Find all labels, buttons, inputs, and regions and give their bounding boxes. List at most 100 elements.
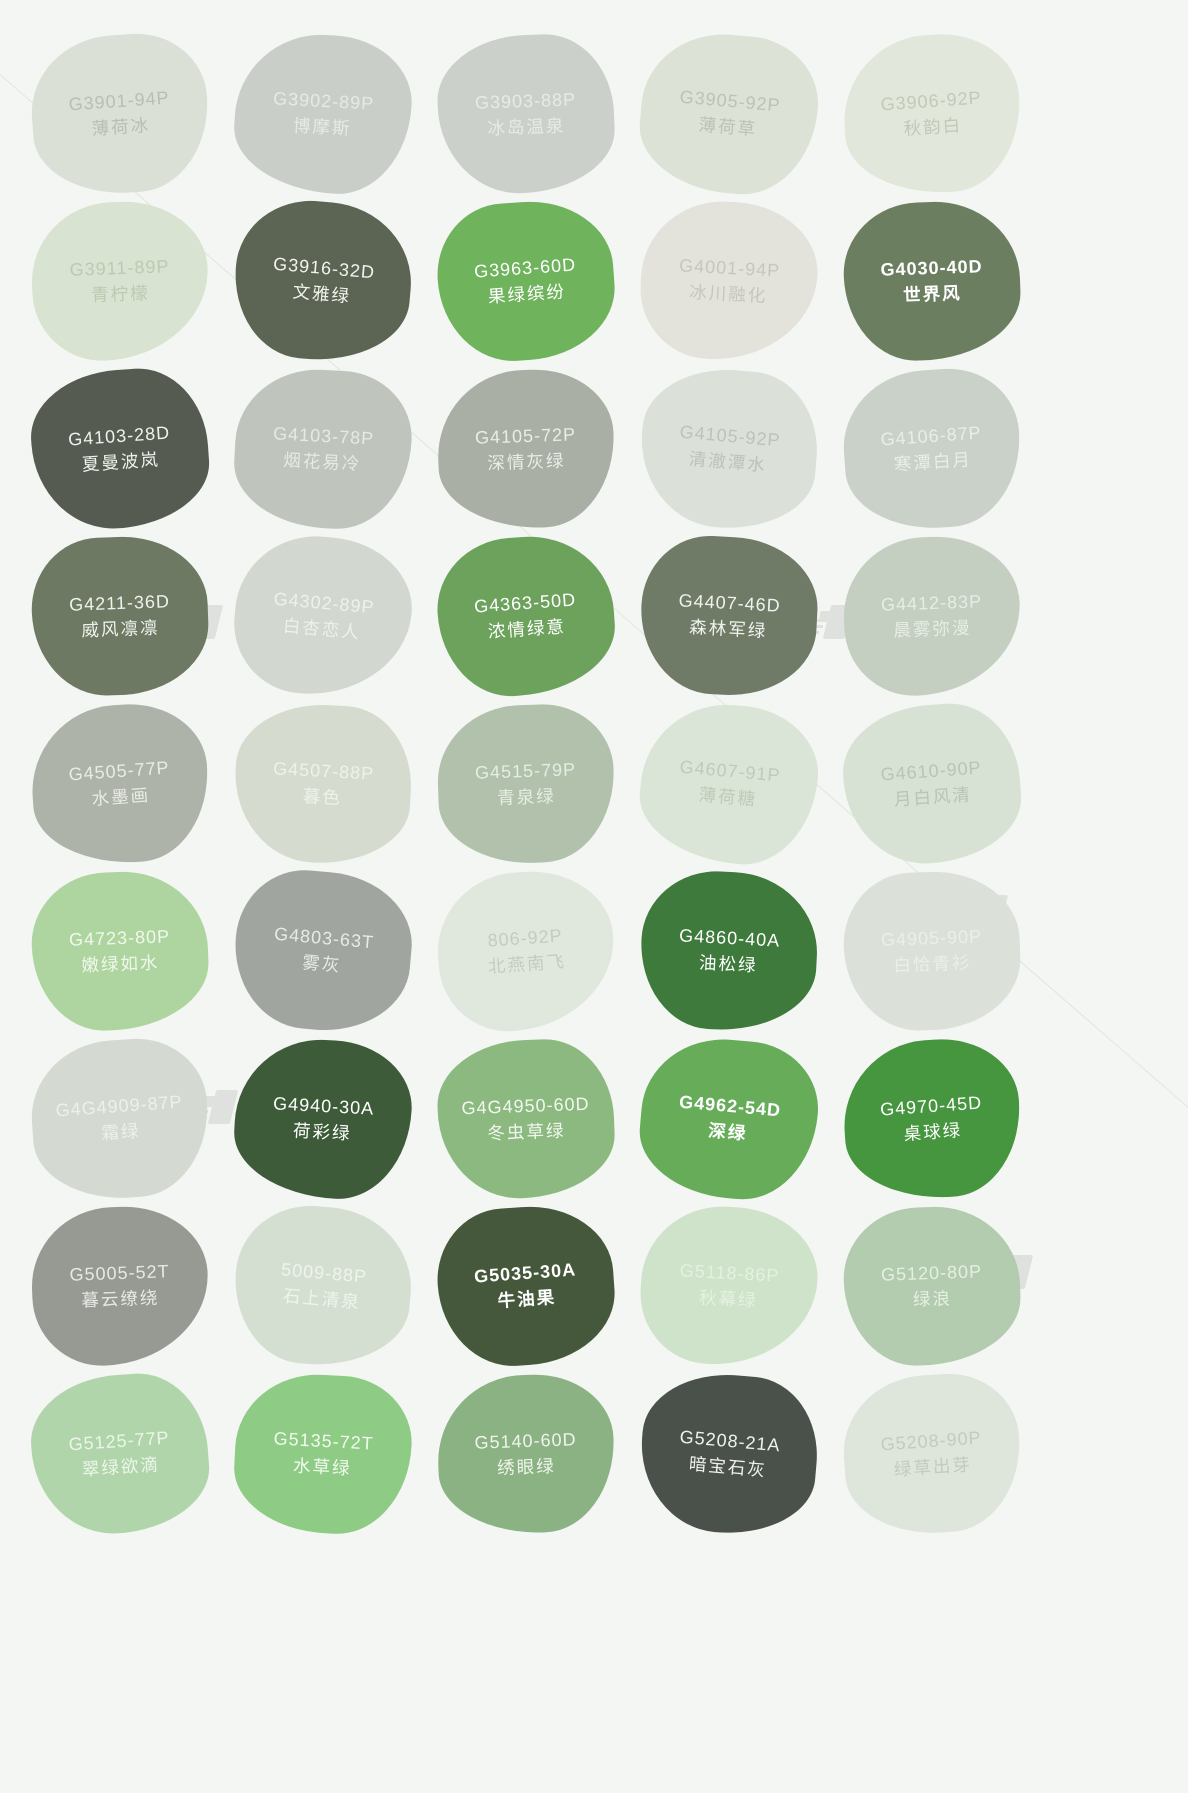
color-swatch[interactable]: G4962-54D 深绿 xyxy=(633,1032,824,1206)
color-swatch[interactable]: 806-92P 北燕南飞 xyxy=(432,866,619,1037)
swatch-cell: G5120-80P 绿浪 xyxy=(830,1203,1033,1371)
color-swatch[interactable]: G4363-50D 浓情绿意 xyxy=(432,531,619,702)
color-swatch[interactable]: G3963-60D 果绿缤纷 xyxy=(432,196,619,367)
color-swatch[interactable]: G4515-79P 青泉绿 xyxy=(434,701,617,866)
swatch-name: 暮色 xyxy=(301,785,342,808)
swatch-code: G3905-92P xyxy=(678,86,781,115)
color-swatch[interactable]: G4103-28D 夏曼波岚 xyxy=(26,363,213,534)
color-swatch[interactable]: G3916-32D 文雅绿 xyxy=(227,194,418,368)
swatch-cell: G4363-50D 浓情绿意 xyxy=(424,531,627,702)
color-swatch[interactable]: G5208-21A 暗宝石灰 xyxy=(633,1367,824,1541)
swatch-name: 晨雾弥漫 xyxy=(892,617,972,641)
color-swatch[interactable]: 5009-88P 石上清泉 xyxy=(227,1199,418,1373)
swatch-cell: G5208-90P 绿草出芽 xyxy=(830,1368,1033,1539)
swatch-name: 暮云缭绕 xyxy=(80,1287,160,1311)
swatch-code: G3906-92P xyxy=(879,87,982,115)
swatch-name: 青柠檬 xyxy=(90,282,150,306)
swatch-cell: G5135-72T 水草绿 xyxy=(221,1370,424,1538)
swatch-name: 果绿缤纷 xyxy=(486,281,566,307)
color-swatch[interactable]: G4103-78P 烟花易冷 xyxy=(230,365,415,533)
swatch-code: G5125-77P xyxy=(67,1427,170,1455)
swatch-cell: G4106-87P 寒潭白月 xyxy=(830,363,1033,534)
swatch-name: 烟花易冷 xyxy=(282,449,362,474)
color-swatch[interactable]: G4030-40D 世界风 xyxy=(840,199,1023,364)
color-swatch[interactable]: G3903-88P 冰岛温泉 xyxy=(434,31,617,196)
swatch-cell: G3905-92P 薄荷草 xyxy=(627,27,830,201)
color-swatch[interactable]: G4105-92P 清澈潭水 xyxy=(633,362,824,536)
color-swatch[interactable]: G4302-89P 白杏恋人 xyxy=(227,529,418,703)
color-swatch[interactable]: G4607-91P 薄荷糖 xyxy=(633,697,824,871)
color-swatch[interactable]: G3901-94P 薄荷冰 xyxy=(26,28,213,199)
swatch-name: 北燕南飞 xyxy=(486,951,566,977)
color-swatch[interactable]: G4723-80P 嫩绿如水 xyxy=(28,869,211,1034)
color-swatch[interactable]: G4860-40A 油松绿 xyxy=(636,867,821,1035)
color-swatch[interactable]: G4407-46D 森林军绿 xyxy=(636,532,821,700)
swatch-cell: G4103-78P 烟花易冷 xyxy=(221,365,424,533)
color-swatch[interactable]: G3906-92P 秋韵白 xyxy=(838,28,1025,199)
color-swatch[interactable]: G5208-90P 绿草出芽 xyxy=(838,1368,1025,1539)
color-swatch[interactable]: G5135-72T 水草绿 xyxy=(230,1370,415,1538)
swatch-name: 文雅绿 xyxy=(291,281,352,307)
swatch-code: G5135-72T xyxy=(272,1427,374,1454)
swatch-cell: G4G4909-87P 霜绿 xyxy=(18,1033,221,1204)
swatch-cell: G4515-79P 青泉绿 xyxy=(424,700,627,868)
swatch-name: 绿浪 xyxy=(912,1288,952,1310)
color-swatch[interactable]: G4505-77P 水墨画 xyxy=(26,698,213,869)
swatch-code: G4723-80P xyxy=(68,926,170,950)
swatch-cell: G5035-30A 牛油果 xyxy=(424,1201,627,1372)
color-swatch[interactable]: G4G4950-60D 冬虫草绿 xyxy=(434,1036,617,1201)
swatch-cell: 5009-88P 石上清泉 xyxy=(221,1199,424,1373)
swatch-name: 霜绿 xyxy=(100,1120,141,1143)
swatch-name: 荷彩绿 xyxy=(292,1119,352,1143)
color-swatch[interactable]: G4507-88P 暮色 xyxy=(230,700,415,868)
swatch-code: G5208-90P xyxy=(879,1427,982,1455)
swatch-code: G5035-30A xyxy=(472,1259,577,1287)
swatch-cell: G4105-92P 清澈潭水 xyxy=(627,362,830,536)
swatch-name: 冬虫草绿 xyxy=(486,1120,566,1143)
swatch-name: 深情灰绿 xyxy=(486,450,566,473)
color-swatch[interactable]: G3905-92P 薄荷草 xyxy=(633,27,824,201)
color-swatch[interactable]: G4610-90P 月白风清 xyxy=(838,698,1025,869)
color-swatch[interactable]: G4803-63T 雾灰 xyxy=(227,864,418,1038)
swatch-name: 桌球绿 xyxy=(902,1119,963,1144)
swatch-code: G4607-91P xyxy=(678,756,781,785)
color-swatch[interactable]: G5118-86P 秋幕绿 xyxy=(636,1202,821,1370)
swatch-code: G4412-83P xyxy=(880,591,982,615)
color-swatch[interactable]: G5005-52T 暮云缭绕 xyxy=(28,1204,211,1369)
swatch-cell: G4105-72P 深情灰绿 xyxy=(424,365,627,533)
swatch-code: G3963-60D xyxy=(472,254,577,282)
color-swatch[interactable]: G5120-80P 绿浪 xyxy=(840,1204,1023,1369)
color-swatch[interactable]: G4970-45D 桌球绿 xyxy=(838,1033,1025,1204)
swatch-code: G3903-88P xyxy=(474,88,576,113)
color-swatch[interactable]: G4412-83P 晨雾弥漫 xyxy=(840,534,1023,699)
color-swatch[interactable]: G4905-90P 白恰青衫 xyxy=(840,869,1023,1034)
swatch-name: 世界风 xyxy=(902,282,962,306)
swatch-name: 秋韵白 xyxy=(902,114,963,139)
swatch-name: 博摩斯 xyxy=(292,114,352,138)
color-swatch[interactable]: G4106-87P 寒潭白月 xyxy=(838,363,1025,534)
swatch-cell: G4607-91P 薄荷糖 xyxy=(627,697,830,871)
swatch-name: 深绿 xyxy=(707,1119,748,1144)
color-swatch[interactable]: G3911-89P 青柠檬 xyxy=(28,199,211,364)
color-swatch[interactable]: G4G4909-87P 霜绿 xyxy=(26,1033,213,1204)
swatch-code: G4407-46D xyxy=(677,590,781,616)
swatch-code: G4106-87P xyxy=(879,422,982,450)
swatch-name: 威风凛凛 xyxy=(80,617,160,641)
color-swatch[interactable]: G4211-36D 威风凛凛 xyxy=(28,534,211,699)
swatch-code: G4363-50D xyxy=(472,589,577,617)
swatch-cell: G4507-88P 暮色 xyxy=(221,700,424,868)
color-swatch[interactable]: G5140-60D 绣眼绿 xyxy=(434,1371,617,1536)
color-swatch[interactable]: G4105-72P 深情灰绿 xyxy=(434,366,617,531)
color-swatch[interactable]: G5035-30A 牛油果 xyxy=(432,1201,619,1372)
swatch-name: 青泉绿 xyxy=(496,785,556,808)
swatch-name: 绿草出芽 xyxy=(892,1453,972,1480)
color-swatch[interactable]: G4001-94P 冰川融化 xyxy=(636,197,821,365)
swatch-code: G3902-89P xyxy=(272,87,375,114)
swatch-cell: G3916-32D 文雅绿 xyxy=(221,194,424,368)
color-swatch[interactable]: G4940-30A 荷彩绿 xyxy=(230,1035,415,1203)
swatch-cell: G4860-40A 油松绿 xyxy=(627,867,830,1036)
swatch-name: 清澈潭水 xyxy=(687,448,768,475)
swatch-cell: G3901-94P 薄荷冰 xyxy=(18,28,221,199)
color-swatch[interactable]: G3902-89P 博摩斯 xyxy=(230,30,415,198)
color-swatch[interactable]: G5125-77P 翠绿欲滴 xyxy=(26,1368,213,1539)
